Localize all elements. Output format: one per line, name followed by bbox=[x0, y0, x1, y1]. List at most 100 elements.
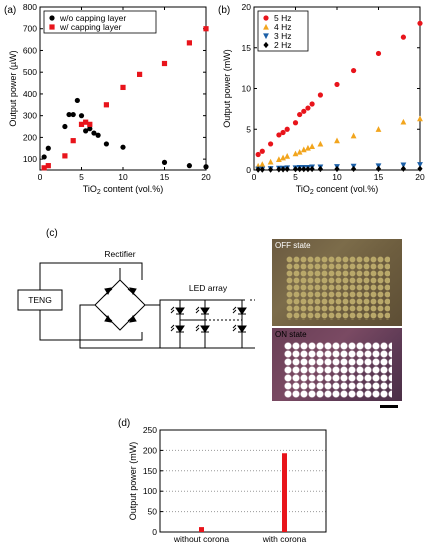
b-series-1-point bbox=[317, 140, 324, 147]
led-emission-arrow bbox=[232, 324, 237, 329]
bridge-diode-4 bbox=[127, 313, 137, 323]
x-tick-label: without corona bbox=[173, 534, 230, 544]
b-legend-marker bbox=[263, 23, 269, 30]
led-top-rail bbox=[159, 299, 245, 305]
x-tick-label: 15 bbox=[374, 172, 384, 182]
y-tick-label: 100 bbox=[23, 154, 37, 164]
x-tick-label: 10 bbox=[332, 172, 342, 182]
b-series-0-point bbox=[305, 105, 311, 111]
b-series-3-point bbox=[417, 165, 423, 172]
a-series-1-point bbox=[62, 153, 68, 159]
b-series-3-point bbox=[297, 166, 303, 173]
y-tick-label: 700 bbox=[23, 24, 37, 34]
b-legend-marker bbox=[263, 15, 269, 21]
b-series-3-point bbox=[276, 166, 282, 173]
y-tick-label: 20 bbox=[242, 2, 252, 12]
y-tick-label: 200 bbox=[143, 445, 157, 455]
y-tick-label: 0 bbox=[152, 527, 157, 537]
b-series-3-point bbox=[400, 165, 406, 172]
led-emission-arrow bbox=[232, 309, 237, 314]
y-tick-label: 10 bbox=[242, 84, 252, 94]
b-series-3-point bbox=[305, 166, 311, 173]
y-tick-label: 100 bbox=[143, 486, 157, 496]
teng-bottom-wire bbox=[39, 310, 143, 341]
off-state-label: OFF state bbox=[275, 241, 311, 250]
led-diode bbox=[175, 307, 185, 315]
y-tick-label: 0 bbox=[246, 165, 251, 175]
on-state-label: ON state bbox=[275, 330, 307, 339]
b-series-1-point bbox=[350, 132, 357, 139]
x-tick-label: 0 bbox=[252, 172, 257, 182]
chart-a: 0 5 10 15 20 100 200 300 400 500 600 700 800 w/o cap… bbox=[8, 2, 211, 196]
b-series-0-point bbox=[268, 141, 274, 147]
b-series-1-point bbox=[309, 143, 315, 149]
led-emission-arrow bbox=[195, 324, 200, 329]
x-tick-label: 15 bbox=[160, 172, 170, 182]
b-series-0-point bbox=[255, 151, 261, 158]
on-led-grid bbox=[284, 342, 392, 398]
y-tick-label: 150 bbox=[143, 466, 157, 476]
chart-a-marks bbox=[41, 26, 209, 171]
b-series-0-point bbox=[317, 92, 323, 98]
b-series-3-point bbox=[259, 166, 265, 173]
b-series-0-point bbox=[309, 101, 315, 107]
panel-label-c: (c) bbox=[46, 228, 58, 239]
a-series-0-point bbox=[78, 113, 85, 119]
a-legend-marker bbox=[49, 24, 55, 30]
x-tick-label: 20 bbox=[415, 172, 425, 182]
y-tick-label: 400 bbox=[23, 89, 37, 99]
led-emission-arrow bbox=[170, 309, 175, 314]
b-series-3-point bbox=[375, 165, 382, 172]
b-series-0-point bbox=[292, 120, 299, 126]
a-series-1-point bbox=[70, 138, 76, 144]
a-series-0-point bbox=[161, 159, 168, 165]
a-series-0-point bbox=[66, 111, 72, 118]
bridge-diode-1 bbox=[103, 287, 113, 297]
led-emission-arrow bbox=[170, 306, 175, 311]
led-emission-arrow bbox=[170, 327, 175, 332]
chart-b-y-axis-label: Output power (mW) bbox=[222, 49, 232, 128]
a-series-1-point bbox=[161, 60, 168, 67]
chart-d-ticks: 0 50 100 150 200 250 without corona with corona bbox=[143, 425, 307, 544]
a-series-0-point bbox=[203, 164, 209, 170]
b-series-1-point bbox=[334, 137, 340, 144]
a-series-0-point bbox=[91, 130, 97, 136]
bridge-neg-wire bbox=[79, 304, 255, 349]
chart-d-frame bbox=[159, 429, 327, 533]
led-array bbox=[170, 300, 247, 348]
chart-b-marks bbox=[255, 20, 423, 173]
led-emission-arrow bbox=[170, 324, 175, 329]
bridge-diode-3 bbox=[103, 313, 113, 323]
x-tick-label: 5 bbox=[79, 172, 84, 182]
a-series-0-point bbox=[95, 132, 101, 138]
b-series-1-point bbox=[400, 118, 407, 125]
a-series-1-point bbox=[103, 102, 109, 108]
led-diode bbox=[237, 307, 247, 315]
a-series-1-point bbox=[137, 71, 143, 77]
rectifier-bridge bbox=[94, 279, 146, 331]
x-tick-label: 20 bbox=[201, 172, 211, 182]
y-tick-label: 200 bbox=[23, 132, 37, 142]
b-series-3-point bbox=[292, 166, 299, 173]
bridge-pos-stub bbox=[145, 304, 161, 308]
b-series-1-point bbox=[276, 156, 282, 163]
led-emission-arrow bbox=[195, 306, 200, 311]
b-legend-entry: 3 Hz bbox=[274, 31, 291, 41]
b-series-0-point bbox=[334, 81, 340, 88]
bridge-diode-2 bbox=[127, 287, 137, 297]
led-diode bbox=[200, 325, 210, 333]
b-series-2-point bbox=[417, 162, 423, 168]
chart-d-grid bbox=[160, 449, 326, 513]
b-series-3-point bbox=[301, 166, 307, 173]
a-series-1-point bbox=[78, 121, 85, 127]
b-series-0-point bbox=[284, 126, 290, 132]
b-series-3-point bbox=[284, 166, 290, 173]
a-series-1-point bbox=[186, 40, 192, 46]
a-series-0-point bbox=[41, 154, 47, 160]
y-tick-label: 800 bbox=[23, 2, 37, 12]
b-series-1-point bbox=[267, 158, 274, 165]
y-tick-label: 500 bbox=[23, 67, 37, 77]
b-series-3-point bbox=[268, 166, 274, 173]
